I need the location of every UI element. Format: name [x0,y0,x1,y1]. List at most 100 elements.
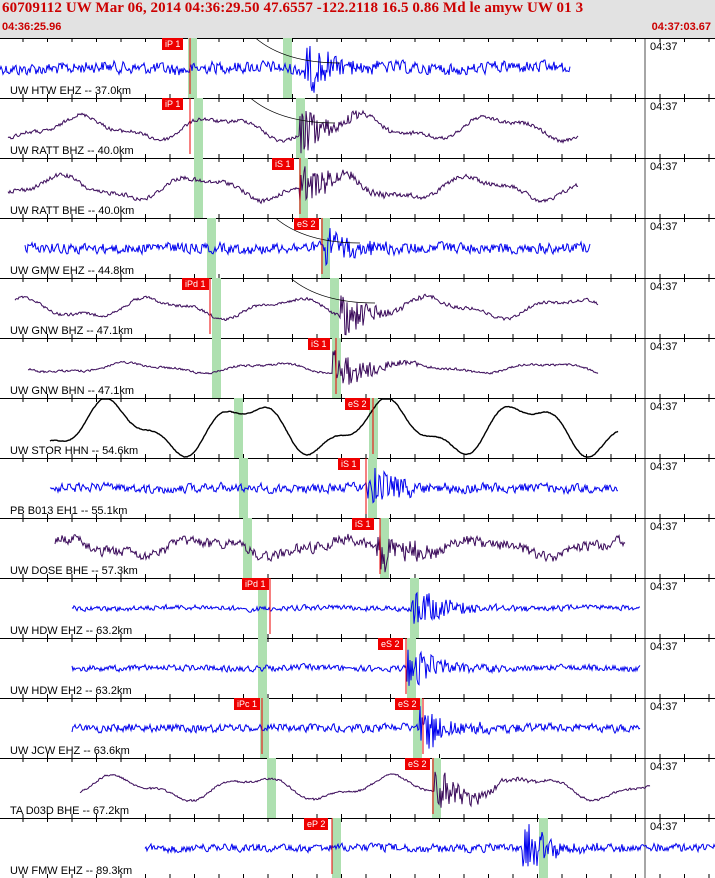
seismogram-plot[interactable] [0,638,715,698]
station-label: UW DOSE BHE -- 57.3km [10,565,138,577]
seismogram-plot[interactable] [0,818,715,878]
phase-pick-label[interactable]: eS 2 [395,698,420,710]
time-label: 04:37 [650,341,678,353]
trace-panel[interactable]: iPc 1 eS 2 UW JCW EHZ -- 63.6km 04:37 [0,698,715,758]
phase-pick-label[interactable]: iS 1 [338,458,360,470]
trace-panel[interactable]: iP 1 UW HTW EHZ -- 37.0km 04:37 [0,38,715,98]
trace-panel[interactable]: iS 1 UW GNW BHN -- 47.1km 04:37 [0,338,715,398]
time-label: 04:37 [650,521,678,533]
seismogram-plot[interactable] [0,278,715,338]
end-time: 04:37:03.67 [651,21,711,33]
phase-window [212,278,221,338]
seismogram-plot[interactable] [0,338,715,398]
phase-window [368,458,377,518]
phase-window [207,218,216,278]
waveform-trace [49,398,619,458]
station-label: UW STOR HHN -- 54.6km [10,445,139,457]
time-label: 04:37 [650,821,678,833]
time-label: 04:37 [650,701,678,713]
phase-window [258,638,267,698]
waveform-trace [79,771,651,808]
phase-window [299,158,308,218]
phase-pick-label[interactable]: eP 2 [304,818,329,830]
time-label: 04:37 [650,581,678,593]
trace-panel[interactable]: eS 2 UW HDW EH2 -- 63.2km 04:37 [0,638,715,698]
start-time: 04:36:25.96 [2,21,62,33]
phase-pick-label[interactable]: eS 2 [294,218,319,230]
phase-window [212,338,221,398]
phase-pick-label[interactable]: eS 2 [378,638,403,650]
waveform-trace [7,166,579,205]
phase-pick-label[interactable]: iS 1 [308,338,330,350]
phase-pick-label[interactable]: iS 1 [352,518,374,530]
seismogram-plot[interactable] [0,578,715,638]
phase-pick-label[interactable]: eS 2 [405,758,430,770]
waveform-trace [71,591,641,624]
waveform-trace [27,350,599,385]
station-label: UW JCW EHZ -- 63.6km [10,745,130,757]
trace-panel[interactable]: iS 1 PB B013 EH1 -- 55.1km 04:37 [0,458,715,518]
station-label: UW HDW EH2 -- 63.2km [10,685,132,697]
phase-pick-label[interactable]: eS 2 [345,398,370,410]
trace-panel[interactable]: iPd 1 UW GNW BHZ -- 47.1km 04:37 [0,278,715,338]
phase-pick-label[interactable]: iPd 1 [242,578,269,590]
station-label: PB B013 EH1 -- 55.1km [10,505,128,517]
station-label: UW RATT BHE -- 40.0km [10,205,135,217]
phase-pick-label[interactable]: iP 1 [162,98,184,110]
trace-panel[interactable]: eS 2 UW STOR HHN -- 54.6km 04:37 [0,398,715,458]
waveform-trace [144,824,715,867]
event-title: 60709112 UW Mar 06, 2014 04:36:29.50 47.… [2,0,584,16]
phase-window [234,398,243,458]
station-label: TA D03D BHE -- 67.2km [10,805,129,817]
station-label: UW RATT BHZ -- 40.0km [10,145,134,157]
waveform-trace [71,706,641,749]
station-label: UW HTW EHZ -- 37.0km [10,85,131,97]
station-label: UW GMW EHZ -- 44.8km [10,265,135,277]
waveform-trace [71,649,641,686]
trace-panel[interactable]: iS 1 UW RATT BHE -- 40.0km 04:37 [0,158,715,218]
phase-window [267,758,276,818]
travel-time-curve [290,278,376,304]
trace-panel[interactable]: eS 2 UW GMW EHZ -- 44.8km 04:37 [0,218,715,278]
trace-panel[interactable]: iP 1 UW RATT BHZ -- 40.0km 04:37 [0,98,715,158]
waveform-trace [0,45,571,93]
trace-panel[interactable]: eP 2 UW FMW EHZ -- 89.3km 04:37 [0,818,715,878]
phase-pick-label[interactable]: iPd 1 [182,278,209,290]
time-label: 04:37 [650,761,678,773]
station-label: UW GNW BHN -- 47.1km [10,385,135,397]
phase-window [380,518,389,578]
time-label: 04:37 [650,41,678,53]
phase-pick-label[interactable]: iP 1 [162,38,184,50]
event-header: 60709112 UW Mar 06, 2014 04:36:29.50 47.… [0,0,715,38]
seismogram-plot[interactable] [0,98,715,158]
waveform-trace [24,228,591,267]
seismogram-plot[interactable] [0,218,715,278]
waveform-trace [54,533,626,573]
phase-window [283,38,292,98]
seismogram-plot[interactable] [0,398,715,458]
seismogram-plot[interactable] [0,758,715,818]
travel-time-curve [255,38,341,64]
phase-window [243,518,252,578]
trace-panel[interactable]: iS 1 UW DOSE BHE -- 57.3km 04:37 [0,518,715,578]
phase-window [410,578,419,638]
seismogram-plot[interactable] [0,158,715,218]
time-label: 04:37 [650,461,678,473]
seismogram-plot[interactable] [0,698,715,758]
station-label: UW GNW BHZ -- 47.1km [10,325,133,337]
phase-window [239,458,248,518]
trace-panel[interactable]: iPd 1 UW HDW EHZ -- 63.2km 04:37 [0,578,715,638]
phase-window [194,98,203,158]
waveform-trace [14,293,599,336]
time-label: 04:37 [650,401,678,413]
waveform-trace [7,109,579,154]
trace-panel[interactable]: eS 2 TA D03D BHE -- 67.2km 04:37 [0,758,715,818]
waveform-trace [49,467,619,504]
time-label: 04:37 [650,161,678,173]
seismogram-plot[interactable] [0,38,715,98]
phase-window [330,278,339,338]
phase-pick-label[interactable]: iPc 1 [234,698,261,710]
time-label: 04:37 [650,221,678,233]
phase-pick-label[interactable]: iS 1 [272,158,294,170]
phase-window [260,698,269,758]
